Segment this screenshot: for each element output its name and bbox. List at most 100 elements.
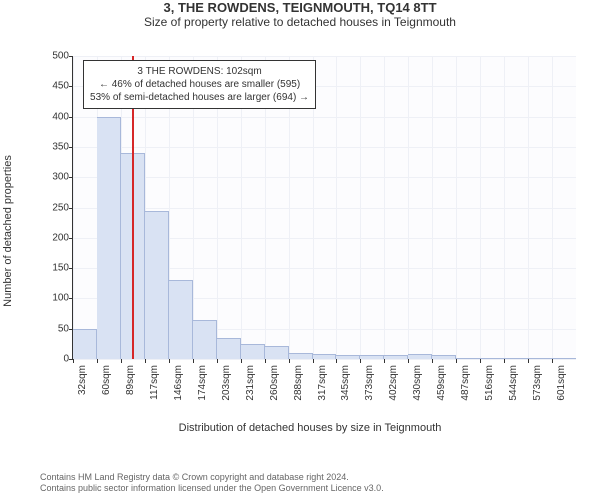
bar: [313, 354, 337, 359]
xtick: [432, 359, 433, 363]
bar: [552, 358, 576, 359]
xtick: [552, 359, 553, 363]
ytick-label: 250: [52, 202, 73, 213]
xtick: [360, 359, 361, 363]
ytick-label: 450: [52, 81, 73, 92]
xtick: [480, 359, 481, 363]
bar: [73, 329, 97, 359]
xtick-label: 373sqm: [364, 365, 375, 401]
gridline-v: [456, 56, 457, 359]
ytick-label: 150: [52, 263, 73, 274]
bar: [265, 346, 289, 359]
xtick-label: 231sqm: [245, 365, 256, 401]
xtick-label: 60sqm: [101, 365, 112, 395]
gridline-v: [504, 56, 505, 359]
xtick: [241, 359, 242, 363]
xtick-label: 544sqm: [508, 365, 519, 401]
bar: [145, 211, 169, 359]
ytick-label: 200: [52, 232, 73, 243]
xtick: [121, 359, 122, 363]
bar: [97, 117, 121, 359]
xtick: [456, 359, 457, 363]
xtick: [97, 359, 98, 363]
ytick-label: 100: [52, 293, 73, 304]
bar: [217, 338, 241, 359]
xtick-label: 117sqm: [149, 365, 160, 400]
bar: [456, 358, 480, 359]
ytick-label: 300: [52, 172, 73, 183]
bar: [241, 344, 265, 359]
footer-line: Contains public sector information licen…: [40, 483, 590, 494]
gridline-h: [73, 359, 576, 360]
plot-area: 05010015020025030035040045050032sqm60sqm…: [72, 56, 576, 360]
gridline-v: [552, 56, 553, 359]
bar: [193, 320, 217, 359]
gridline-h: [73, 147, 576, 148]
gridline-h: [73, 177, 576, 178]
footer: Contains HM Land Registry data © Crown c…: [40, 472, 590, 494]
annotation-box: 3 THE ROWDENS: 102sqm← 46% of detached h…: [83, 60, 316, 109]
annotation-line: 3 THE ROWDENS: 102sqm: [90, 65, 309, 78]
gridline-v: [480, 56, 481, 359]
bar: [480, 358, 504, 359]
xtick: [169, 359, 170, 363]
xtick: [217, 359, 218, 363]
gridline-v: [384, 56, 385, 359]
gridline-v: [528, 56, 529, 359]
bar: [169, 280, 193, 359]
xtick-label: 430sqm: [412, 365, 423, 401]
xtick: [313, 359, 314, 363]
gridline-v: [432, 56, 433, 359]
bar: [384, 355, 408, 359]
bar: [336, 355, 360, 359]
xtick: [336, 359, 337, 363]
xtick-label: 573sqm: [532, 365, 543, 401]
page-subtitle: Size of property relative to detached ho…: [0, 15, 600, 29]
gridline-v: [408, 56, 409, 359]
gridline-h: [73, 208, 576, 209]
x-axis-label: Distribution of detached houses by size …: [179, 422, 442, 434]
xtick: [384, 359, 385, 363]
page-title: 3, THE ROWDENS, TEIGNMOUTH, TQ14 8TT: [0, 0, 600, 15]
xtick-label: 516sqm: [484, 365, 495, 401]
bar: [360, 355, 384, 359]
bar: [408, 354, 432, 359]
bar: [528, 358, 552, 359]
xtick: [528, 359, 529, 363]
xtick: [73, 359, 74, 363]
ytick-label: 500: [52, 51, 73, 62]
xtick: [504, 359, 505, 363]
ytick-label: 350: [52, 141, 73, 152]
gridline-v: [336, 56, 337, 359]
bar: [432, 355, 456, 359]
xtick-label: 288sqm: [293, 365, 304, 401]
gridline-v: [73, 56, 74, 359]
bar: [504, 358, 528, 359]
xtick-label: 487sqm: [460, 365, 471, 401]
chart: Number of detached properties 0501001502…: [40, 46, 580, 416]
ytick-label: 50: [58, 323, 73, 334]
annotation-line: 53% of semi-detached houses are larger (…: [90, 91, 309, 104]
xtick-label: 601sqm: [556, 365, 567, 401]
xtick-label: 260sqm: [269, 365, 280, 401]
xtick: [145, 359, 146, 363]
xtick-label: 317sqm: [317, 365, 328, 401]
annotation-line: ← 46% of detached houses are smaller (59…: [90, 78, 309, 91]
gridline-v: [360, 56, 361, 359]
xtick-label: 459sqm: [436, 365, 447, 401]
ytick-label: 400: [52, 111, 73, 122]
xtick: [193, 359, 194, 363]
gridline-h: [73, 117, 576, 118]
xtick-label: 345sqm: [340, 365, 351, 401]
bar: [289, 353, 313, 359]
xtick-label: 32sqm: [77, 365, 88, 395]
y-axis-label: Number of detached properties: [2, 155, 14, 307]
xtick-label: 203sqm: [221, 365, 232, 401]
xtick: [289, 359, 290, 363]
xtick-label: 89sqm: [125, 365, 136, 395]
xtick-label: 174sqm: [197, 365, 208, 401]
xtick: [265, 359, 266, 363]
ytick-label: 0: [63, 354, 73, 365]
xtick-label: 402sqm: [388, 365, 399, 401]
gridline-h: [73, 56, 576, 57]
